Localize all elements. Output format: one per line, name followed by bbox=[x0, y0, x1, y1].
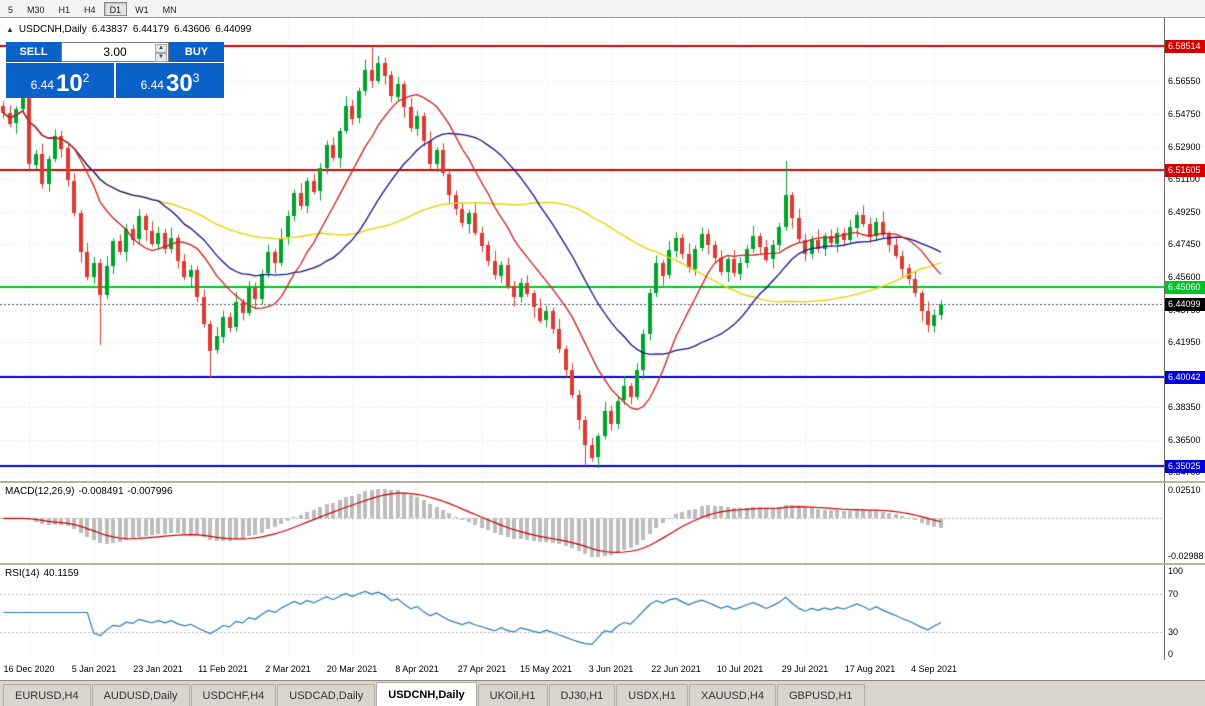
timeframe-button-d1[interactable]: D1 bbox=[103, 1, 128, 16]
timeframe-button-m30[interactable]: M30 bbox=[27, 4, 45, 15]
one-click-trading-panel: SELL 3.00 ▲ ▼ BUY 6.44 10 2 bbox=[6, 42, 224, 98]
time-axis-label: 8 Apr 2021 bbox=[395, 664, 439, 674]
chart-tab-ukoil[interactable]: UKOil,H1 bbox=[477, 684, 548, 706]
timeframe-button-mn[interactable]: MN bbox=[162, 4, 177, 15]
time-axis-label: 23 Jan 2021 bbox=[133, 664, 183, 674]
rsi-axis-label: 100 bbox=[1168, 566, 1184, 576]
collapse-arrow-icon[interactable]: ▲ bbox=[6, 25, 14, 34]
timeframe-button-5[interactable]: 5 bbox=[8, 4, 14, 15]
time-axis-label: 2 Mar 2021 bbox=[265, 664, 311, 674]
price-axis-label: 6.49250 bbox=[1168, 206, 1201, 217]
chart-tab-usdcnh[interactable]: USDCNH,Daily bbox=[376, 682, 477, 706]
volume-input[interactable]: 3.00 ▲ ▼ bbox=[61, 42, 169, 62]
rsi-canvas[interactable] bbox=[0, 565, 1164, 660]
time-axis-label: 17 Aug 2021 bbox=[844, 664, 896, 674]
price-axis-label: 6.51100 bbox=[1168, 173, 1200, 184]
panel-separator[interactable] bbox=[0, 481, 1205, 483]
chart-tab-dj30[interactable]: DJ30,H1 bbox=[548, 684, 616, 706]
sell-price-sup: 2 bbox=[82, 71, 90, 85]
time-axis-label: 16 Dec 2020 bbox=[3, 664, 55, 674]
volume-down-button[interactable]: ▼ bbox=[155, 53, 167, 62]
price-axis[interactable]: 6.56550 6.54750 6.52900 6.51100 6.49250 6.474… bbox=[1164, 18, 1205, 481]
chart-tab-usdx[interactable]: USDX,H1 bbox=[616, 684, 688, 706]
time-axis-label: 10 Jul 2021 bbox=[716, 664, 764, 674]
timeframe-button-w1[interactable]: W1 bbox=[135, 4, 149, 15]
time-axis-label: 15 May 2021 bbox=[519, 664, 573, 674]
panel-separator[interactable] bbox=[0, 563, 1205, 565]
time-axis-label: 27 Apr 2021 bbox=[457, 664, 507, 674]
price-level-badge[interactable]: 6.35025 bbox=[1165, 460, 1205, 474]
price-axis-label: 6.47450 bbox=[1168, 239, 1201, 250]
symbol-label: USDCNH,Daily bbox=[18, 24, 87, 35]
sell-price-base: 6.44 bbox=[30, 78, 54, 92]
time-axis-label: 3 Jun 2021 bbox=[588, 664, 634, 674]
time-axis-label: 11 Feb 2021 bbox=[198, 664, 248, 674]
buy-price-base: 6.44 bbox=[140, 78, 164, 92]
macd-panel: MACD(12,26,9) -0.008491 -0.007996 0.02510 -… bbox=[0, 483, 1205, 563]
price-level-badge[interactable]: 6.45060 bbox=[1165, 280, 1205, 294]
macd-axis[interactable]: 0.02510 -0.02988 bbox=[1164, 483, 1205, 563]
chart-tab-usdchf[interactable]: USDCHF,H4 bbox=[190, 684, 277, 706]
macd-value: -0.008491 bbox=[78, 486, 124, 497]
price-axis-label: 6.45600 bbox=[1168, 272, 1201, 283]
price-axis-label: 6.38350 bbox=[1168, 401, 1201, 412]
time-axis-label: 20 Mar 2021 bbox=[326, 664, 378, 674]
price-axis-label: 6.41950 bbox=[1168, 337, 1201, 348]
quote-open: 6.43837 bbox=[91, 24, 128, 35]
chart-tab-audusd[interactable]: AUDUSD,Daily bbox=[91, 684, 190, 706]
price-level-badge[interactable]: 6.58514 bbox=[1165, 40, 1205, 54]
buy-price-sup: 3 bbox=[192, 71, 200, 85]
price-panel: ▲ USDCNH,Daily 6.43837 6.44179 6.43606 6.4409… bbox=[0, 18, 1205, 481]
sell-price-big: 10 bbox=[55, 70, 83, 97]
quote-high: 6.44179 bbox=[132, 24, 170, 35]
rsi-value: 40.1159 bbox=[43, 568, 79, 579]
rsi-axis-label: 30 bbox=[1168, 626, 1179, 637]
rsi-title: RSI(14) bbox=[5, 568, 40, 579]
macd-axis-label: -0.02988 bbox=[1168, 551, 1204, 561]
quote-close: 6.44099 bbox=[215, 24, 252, 35]
volume-up-button[interactable]: ▲ bbox=[155, 44, 167, 53]
timeframe-button-h4[interactable]: H4 bbox=[84, 4, 96, 15]
time-axis[interactable]: 16 Dec 2020 5 Jan 2021 23 Jan 2021 11 Feb 2… bbox=[0, 660, 1205, 680]
price-axis-label: 6.56550 bbox=[1168, 76, 1201, 87]
time-axis-label: 5 Jan 2021 bbox=[71, 664, 117, 674]
macd-axis-label: 0.02510 bbox=[1168, 485, 1201, 495]
timeframe-toolbar: 5 M30 H1 H4 D1 W1 MN bbox=[0, 0, 1205, 18]
chart-tab-gbpusd[interactable]: GBPUSD,H1 bbox=[776, 684, 865, 706]
chart-tab-eurusd[interactable]: EURUSD,H4 bbox=[3, 684, 91, 706]
price-level-badge[interactable]: 6.51605 bbox=[1165, 163, 1205, 177]
macd-label: MACD(12,26,9) -0.008491 -0.007996 bbox=[5, 486, 177, 497]
chart-tabs-bar: EURUSD,H4 AUDUSD,Daily USDCHF,H4 USDCAD,Dai… bbox=[0, 680, 1205, 706]
sell-price-button[interactable]: 6.44 10 2 bbox=[6, 63, 114, 98]
price-axis-label: 6.36500 bbox=[1168, 434, 1201, 445]
buy-price-big: 30 bbox=[165, 70, 193, 97]
price-axis-label: 6.54750 bbox=[1168, 108, 1201, 119]
macd-canvas[interactable] bbox=[0, 483, 1164, 563]
chart-tab-usdcad[interactable]: USDCAD,Daily bbox=[277, 684, 376, 706]
volume-value: 3.00 bbox=[103, 45, 127, 59]
chart-window: ▲ USDCNH,Daily 6.43837 6.44179 6.43606 6.4409… bbox=[0, 18, 1205, 680]
price-axis-label: 6.52900 bbox=[1168, 141, 1201, 152]
time-axis-label: 4 Sep 2021 bbox=[910, 664, 958, 674]
sell-button[interactable]: SELL bbox=[6, 42, 61, 62]
current-price-badge: 6.44099 bbox=[1165, 298, 1205, 312]
time-axis-label: 22 Jun 2021 bbox=[651, 664, 701, 674]
rsi-axis[interactable]: 100 70 30 0 bbox=[1164, 565, 1205, 660]
volume-spinner: ▲ ▼ bbox=[155, 44, 167, 62]
macd-signal-value: -0.007996 bbox=[127, 486, 173, 497]
time-axis-label: 29 Jul 2021 bbox=[781, 664, 829, 674]
buy-button[interactable]: BUY bbox=[169, 42, 224, 62]
rsi-axis-label: 0 bbox=[1168, 649, 1174, 659]
macd-title: MACD(12,26,9) bbox=[5, 486, 75, 497]
quote-header: ▲ USDCNH,Daily 6.43837 6.44179 6.43606 6.4409… bbox=[6, 24, 256, 35]
timeframe-button-h1[interactable]: H1 bbox=[58, 4, 71, 15]
rsi-panel: RSI(14) 40.1159 100 70 30 0 bbox=[0, 565, 1205, 660]
price-level-badge[interactable]: 6.40042 bbox=[1165, 370, 1205, 384]
chart-tab-xauusd[interactable]: XAUUSD,H4 bbox=[688, 684, 776, 706]
rsi-label: RSI(14) 40.1159 bbox=[5, 568, 83, 579]
rsi-axis-label: 70 bbox=[1168, 588, 1179, 599]
quote-low: 6.43606 bbox=[174, 24, 211, 35]
buy-price-button[interactable]: 6.44 30 3 bbox=[116, 63, 224, 98]
